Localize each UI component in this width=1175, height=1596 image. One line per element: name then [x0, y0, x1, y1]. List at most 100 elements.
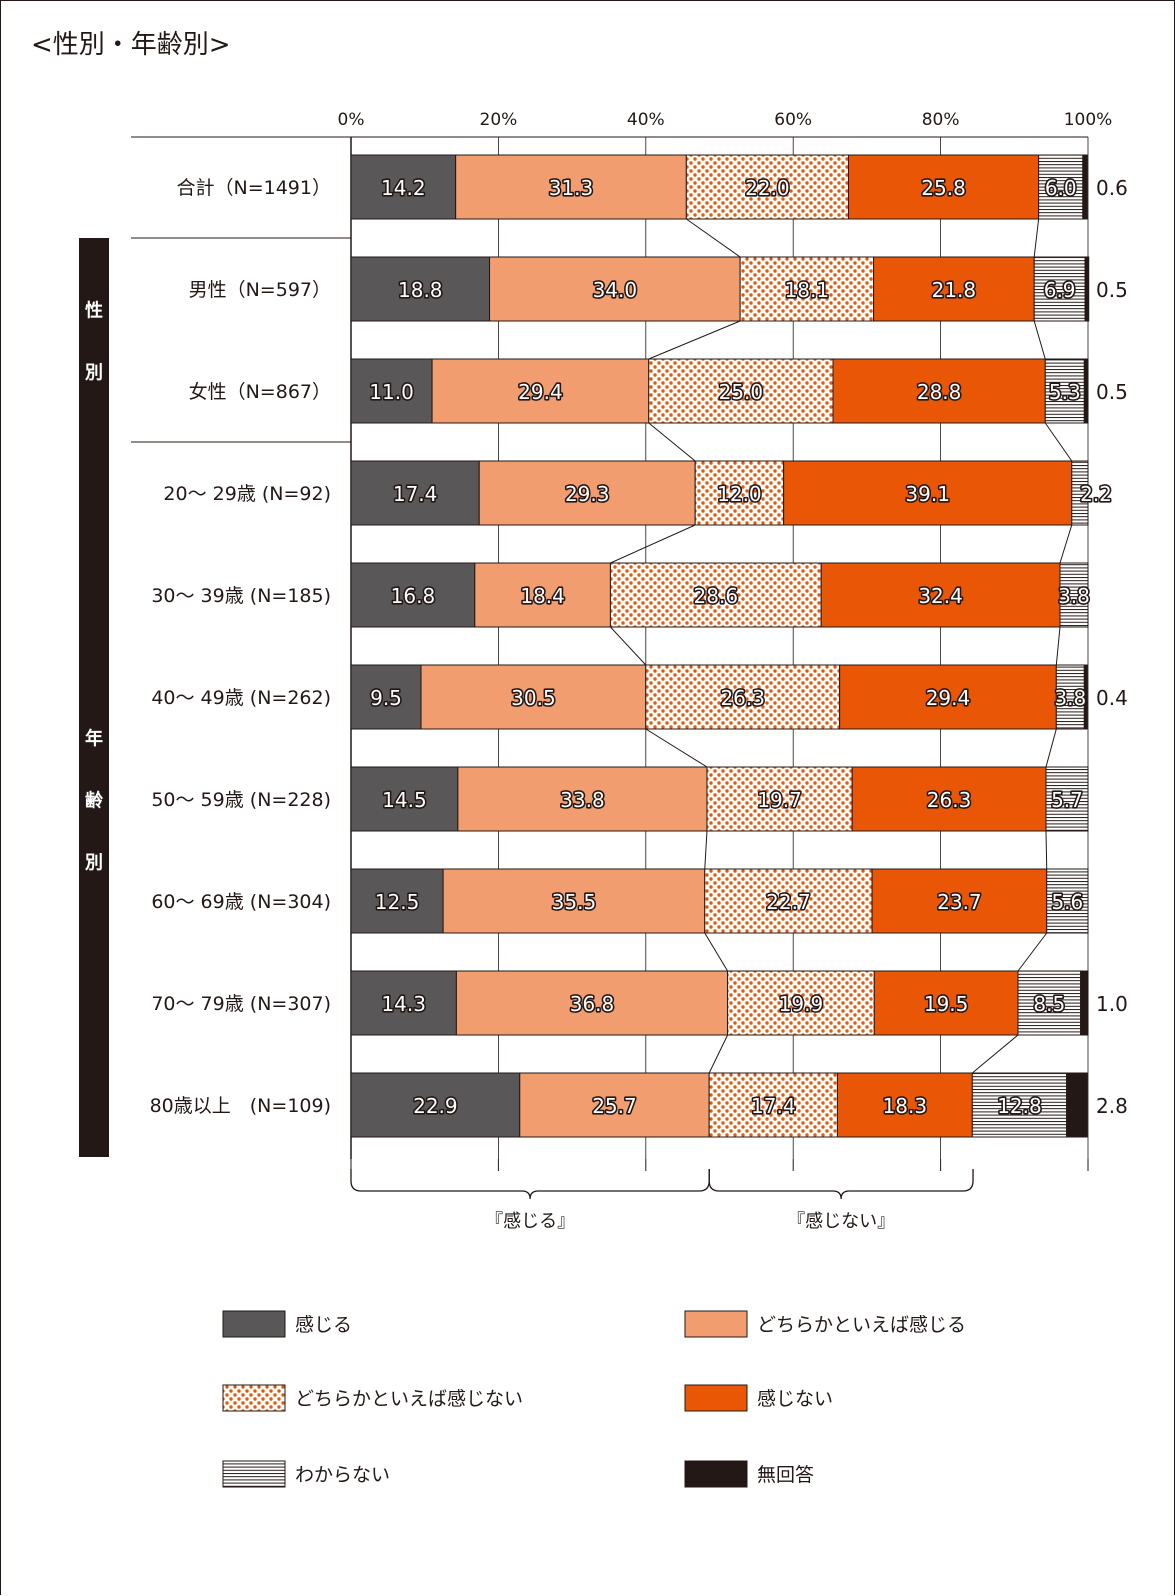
legend-label: どちらかといえば感じる: [757, 1314, 966, 1336]
data-label: 2.8: [1096, 1094, 1128, 1118]
category-label: 60～ 69歳 (N=304): [151, 891, 331, 913]
bar-segment: [1044, 358, 1085, 424]
data-label: 30.5: [511, 686, 556, 710]
data-label: 26.3: [927, 788, 972, 812]
data-label: 17.4: [751, 1094, 796, 1118]
bar-segment: [1083, 358, 1089, 424]
group-side-bar: [79, 238, 109, 443]
data-label: 9.5: [370, 686, 402, 710]
data-label: 17.4: [393, 482, 438, 506]
data-label: 14.5: [382, 788, 427, 812]
data-label: 28.6: [694, 584, 739, 608]
bar-segment: [609, 562, 822, 628]
group-label: 別: [85, 363, 103, 384]
data-label: 18.8: [398, 278, 443, 302]
bar-segment: [739, 256, 875, 322]
bar-segment: [489, 256, 741, 322]
legend-swatch: [684, 1384, 748, 1412]
bar-segment: [836, 1072, 973, 1138]
x-tick-label: 20%: [480, 110, 518, 130]
bar-segment: [350, 664, 422, 730]
connector-line: [1033, 320, 1046, 360]
bar-segment: [350, 868, 444, 934]
connector-line: [971, 1034, 1019, 1074]
connector-line: [1059, 524, 1073, 564]
data-label: 12.8: [997, 1094, 1042, 1118]
data-label: 16.8: [391, 584, 436, 608]
data-label: 5.7: [1051, 788, 1083, 812]
bar-segment: [1071, 460, 1089, 526]
bar-segment: [1066, 1072, 1088, 1138]
data-label: 18.1: [785, 278, 830, 302]
x-tick-label: 100%: [1064, 110, 1113, 130]
connector-line: [686, 218, 741, 258]
range-bracket: [708, 1169, 974, 1200]
connector-line: [1033, 218, 1040, 258]
category-label: 20～ 29歳 (N=92): [163, 483, 331, 505]
data-label: 29.4: [926, 686, 971, 710]
bar-segment: [1080, 970, 1089, 1036]
group-label: 年: [85, 728, 103, 750]
data-label: 3.8: [1058, 584, 1090, 608]
bar-segment: [455, 154, 687, 220]
data-label: 5.3: [1049, 380, 1081, 404]
bar-segment: [1059, 562, 1089, 628]
data-label: 25.0: [719, 380, 764, 404]
x-tick-label: 40%: [627, 110, 665, 130]
bar-segment: [685, 154, 849, 220]
bar-segment: [727, 970, 875, 1036]
data-label: 29.3: [565, 482, 610, 506]
bar-segment: [431, 358, 650, 424]
connector-line: [708, 1034, 729, 1074]
data-label: 39.1: [905, 482, 950, 506]
bar-segment: [474, 562, 611, 628]
connector-line: [1044, 422, 1073, 462]
connector-line: [1017, 932, 1048, 972]
data-label: 26.3: [720, 686, 765, 710]
data-label: 0.4: [1096, 686, 1128, 710]
bar-segment: [847, 154, 1040, 220]
bar-segment: [350, 154, 457, 220]
data-label: 22.0: [745, 176, 790, 200]
data-label: 22.9: [413, 1094, 458, 1118]
data-label: 14.2: [381, 176, 426, 200]
bracket-label: 『感じない』: [787, 1211, 895, 1232]
bar-segment: [350, 562, 476, 628]
connector-line: [610, 524, 696, 564]
category-label: 80歳以上 (N=109): [150, 1095, 331, 1117]
bar-segment: [350, 256, 491, 322]
bar-segment: [1046, 868, 1089, 934]
data-label: 23.7: [937, 890, 982, 914]
bar-segment: [832, 358, 1046, 424]
connector-line: [704, 932, 729, 972]
data-label: 19.9: [779, 992, 824, 1016]
category-label: 合計（N=1491）: [177, 177, 332, 199]
data-label: 29.4: [518, 380, 563, 404]
data-label: 0.5: [1096, 278, 1128, 302]
data-label: 14.3: [381, 992, 426, 1016]
bar-segment: [839, 664, 1057, 730]
connector-line: [1055, 626, 1061, 666]
group-label: 齢: [85, 790, 104, 812]
bar-segment: [820, 562, 1061, 628]
connector-line: [1045, 728, 1057, 768]
data-label: 6.9: [1044, 278, 1076, 302]
bar-segment: [1084, 256, 1090, 322]
connector-line: [645, 728, 708, 768]
connector-line: [648, 320, 741, 360]
bar-segment: [478, 460, 696, 526]
data-label: 11.0: [369, 380, 414, 404]
connector-line: [648, 422, 696, 462]
category-label: 男性（N=597）: [189, 279, 331, 301]
category-label: 70～ 79歳 (N=307): [151, 993, 331, 1015]
bar-segment: [1045, 766, 1089, 832]
group-label: 別: [85, 853, 103, 874]
data-label: 35.5: [552, 890, 597, 914]
data-label: 3.8: [1054, 686, 1086, 710]
data-label: 1.0: [1096, 992, 1128, 1016]
legend-label: 無回答: [757, 1464, 814, 1486]
data-label: 22.7: [766, 890, 811, 914]
data-label: 19.7: [757, 788, 802, 812]
group-side-bar: [79, 442, 109, 1157]
